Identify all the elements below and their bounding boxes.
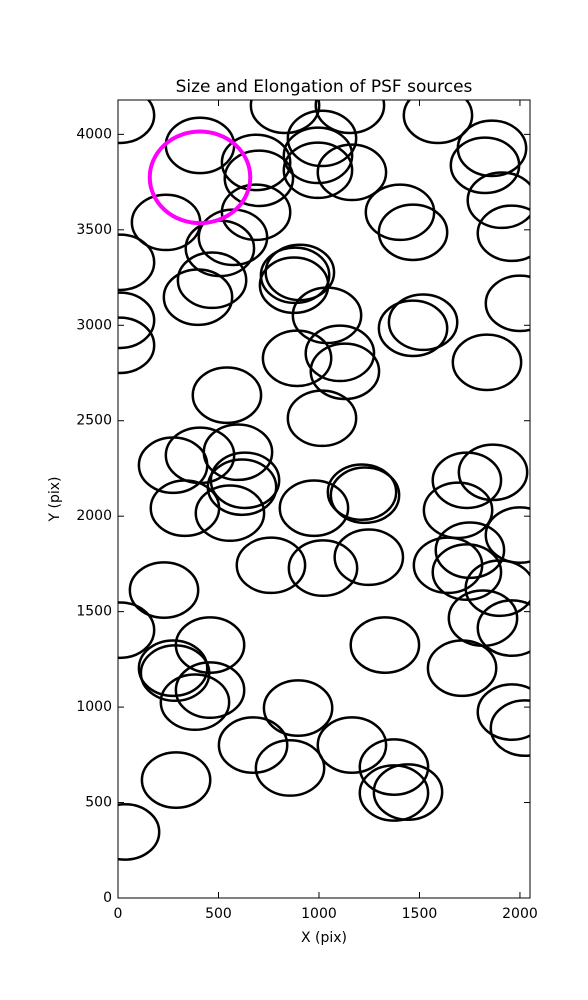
y-tick-label: 1500 <box>76 604 112 620</box>
psf-ellipse <box>149 479 221 538</box>
psf-ellipse <box>449 136 521 195</box>
x-tick-label: 1500 <box>402 906 438 922</box>
psf-ellipse <box>333 528 405 587</box>
psf-ellipse <box>314 100 386 135</box>
psf-ellipse <box>202 423 274 482</box>
psf-ellipse <box>466 171 530 230</box>
y-axis-label: Y (pix) <box>47 477 63 523</box>
x-tick-label: 1000 <box>301 906 337 922</box>
psf-ellipse <box>358 738 430 796</box>
psf-ellipse <box>426 639 498 698</box>
psf-ellipse <box>139 644 211 703</box>
psf-ellipse <box>162 268 234 327</box>
x-tick-label: 2000 <box>502 906 538 922</box>
psf-ellipse <box>364 183 436 242</box>
psf-ellipse <box>282 141 354 200</box>
psf-ellipse <box>286 109 358 168</box>
y-tick-label: 3000 <box>76 317 112 333</box>
psf-ellipse <box>261 329 333 388</box>
psf-ellipse <box>194 484 266 543</box>
psf-ellipse <box>349 616 421 674</box>
psf-ellipse <box>278 479 350 538</box>
psf-ellipse <box>358 764 430 822</box>
psf-ellipse <box>431 451 503 510</box>
psf-ellipse <box>223 149 295 208</box>
psf-ellipse <box>287 539 359 598</box>
x-axis-label: X (pix) <box>301 930 347 946</box>
y-tick-label: 4000 <box>76 126 112 142</box>
psf-ellipse <box>484 274 530 333</box>
psf-ellipse <box>402 100 474 145</box>
psf-ellipse <box>372 763 444 821</box>
y-tick-label: 3500 <box>76 222 112 238</box>
y-tick-label: 2000 <box>76 508 112 524</box>
psf-ellipse <box>140 751 212 809</box>
psf-ellipse <box>209 451 281 510</box>
psf-ellipse <box>147 129 253 226</box>
y-tick-label: 500 <box>85 795 112 811</box>
x-tick-label: 500 <box>205 906 232 922</box>
psf-ellipse <box>431 543 503 602</box>
psf-ellipse <box>235 536 307 595</box>
psf-ellipse <box>464 559 530 618</box>
psf-ellipse <box>326 463 398 522</box>
psf-ellipse <box>304 324 376 383</box>
psf-ellipse <box>476 599 530 657</box>
psf-ellipse <box>118 291 156 350</box>
psf-ellipse <box>262 679 334 737</box>
psf-ellipse <box>191 366 263 425</box>
psf-ellipse <box>254 739 326 797</box>
chart-title: Size and Elongation of PSF sources <box>176 77 473 97</box>
psf-ellipse <box>316 143 388 202</box>
psf-ellipse <box>387 293 459 352</box>
psf-ellipse <box>476 683 530 741</box>
psf-ellipse <box>118 316 156 375</box>
psf-ellipse <box>377 203 449 262</box>
psf-ellipse <box>137 639 209 698</box>
y-tick-label: 2500 <box>76 413 112 429</box>
psf-ellipse <box>434 521 506 580</box>
psf-ellipse <box>286 389 358 448</box>
psf-ellipse <box>220 133 292 192</box>
psf-ellipse <box>316 716 388 775</box>
psf-ellipse <box>118 601 156 660</box>
psf-ellipse <box>476 204 530 263</box>
plot-area <box>118 100 530 861</box>
x-tick-label: 0 <box>114 906 123 922</box>
psf-ellipse <box>377 299 449 358</box>
psf-ellipse <box>118 100 156 145</box>
psf-ellipse <box>457 443 529 502</box>
psf-ellipse <box>451 333 523 392</box>
psf-ellipse <box>217 716 289 775</box>
psf-ellipse <box>282 126 354 185</box>
psf-ellipse <box>489 699 530 758</box>
y-tick-label: 1000 <box>76 699 112 715</box>
psf-ellipse <box>329 466 401 525</box>
psf-ellipse <box>128 561 200 619</box>
psf-ellipse <box>176 251 248 310</box>
psf-ellipse <box>118 233 156 292</box>
psf-ellipse <box>174 661 246 720</box>
psf-ellipse <box>118 803 161 861</box>
psf-ellipse <box>484 506 530 565</box>
plot-frame <box>117 99 531 899</box>
y-tick-label: 0 <box>103 890 112 906</box>
psf-ellipse <box>159 673 231 732</box>
axes: 0 500 1000 1500 2000 0 500 1000 1500 2000 2500 3000… <box>76 99 538 922</box>
